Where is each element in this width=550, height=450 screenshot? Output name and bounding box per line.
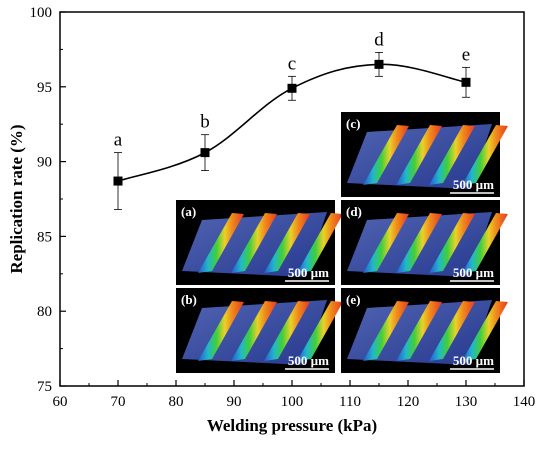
surface-ridge — [429, 301, 475, 361]
x-axis-title: Welding pressure (kPa) — [207, 416, 377, 435]
surface-ridge — [363, 213, 409, 273]
y-tick-label: 95 — [37, 80, 52, 96]
surface-ridge — [396, 301, 442, 361]
surface-ridge — [462, 301, 508, 361]
point-annotation: e — [462, 44, 470, 65]
point-annotation: d — [374, 29, 384, 50]
data-point — [374, 59, 384, 69]
surface-ridge — [363, 125, 409, 185]
x-tick-label: 70 — [111, 394, 126, 410]
x-tick-label: 100 — [281, 394, 304, 410]
inset-panel: (c) 500 µm — [341, 112, 508, 197]
surface-ridge — [264, 301, 310, 361]
surface-ridge — [231, 301, 277, 361]
scale-bar-label: 500 µm — [288, 353, 329, 368]
x-tick-label: 120 — [397, 394, 420, 410]
surface-ridge — [297, 301, 343, 361]
surface-ridge — [363, 301, 409, 361]
data-point — [461, 77, 471, 87]
surface-ridge — [198, 301, 244, 361]
x-tick-label: 60 — [53, 394, 68, 410]
point-annotation: a — [114, 130, 123, 151]
scale-bar-label: 500 µm — [453, 265, 494, 280]
data-point — [113, 176, 123, 186]
surface-ridge — [198, 213, 244, 273]
surface-ridge — [462, 213, 508, 273]
inset-label: (a) — [181, 204, 196, 219]
inset-panel: (b) 500 µm — [176, 288, 343, 373]
surface-ridge — [396, 213, 442, 273]
y-tick-label: 75 — [37, 379, 52, 395]
scale-bar-label: 500 µm — [453, 353, 494, 368]
inset-label: (e) — [346, 292, 360, 307]
point-annotation: b — [200, 112, 210, 133]
x-tick-label: 140 — [513, 394, 536, 410]
y-tick-label: 80 — [37, 304, 52, 320]
x-tick-label: 80 — [169, 394, 184, 410]
y-axis-title: Replication rate (%) — [7, 124, 26, 273]
x-tick-label: 90 — [227, 394, 242, 410]
y-tick-label: 90 — [37, 155, 52, 171]
inset-panel: (e) 500 µm — [341, 288, 508, 373]
x-tick-label: 130 — [455, 394, 478, 410]
x-tick-label: 110 — [339, 394, 361, 410]
surface-ridge — [231, 213, 277, 273]
inset-label: (c) — [346, 116, 360, 131]
inset-label: (d) — [346, 204, 362, 219]
series-layer: a b c d e — [113, 29, 471, 210]
inset-images: (c) 500 µm (a) 500 µm (d) 500 µm (b) 500 µm (e) 5… — [176, 112, 508, 373]
data-point — [287, 83, 297, 93]
surface-ridge — [396, 125, 442, 185]
inset-panel: (a) 500 µm — [176, 200, 343, 285]
scale-bar-label: 500 µm — [453, 177, 494, 192]
data-point — [200, 148, 210, 158]
inset-label: (b) — [181, 292, 197, 307]
surface-ridge — [264, 213, 310, 273]
inset-panel: (d) 500 µm — [341, 200, 508, 285]
y-tick-label: 100 — [30, 5, 53, 21]
y-axis-ticks: 75 80 85 90 95 100 — [30, 5, 66, 395]
x-axis-ticks: 60 70 80 90 100 110 120 130 140 — [53, 380, 536, 410]
scale-bar-label: 500 µm — [288, 265, 329, 280]
point-annotation: c — [288, 53, 296, 74]
y-tick-label: 85 — [37, 229, 52, 245]
surface-ridge — [462, 125, 508, 185]
surface-ridge — [297, 213, 343, 273]
surface-ridge — [429, 125, 475, 185]
surface-ridge — [429, 213, 475, 273]
